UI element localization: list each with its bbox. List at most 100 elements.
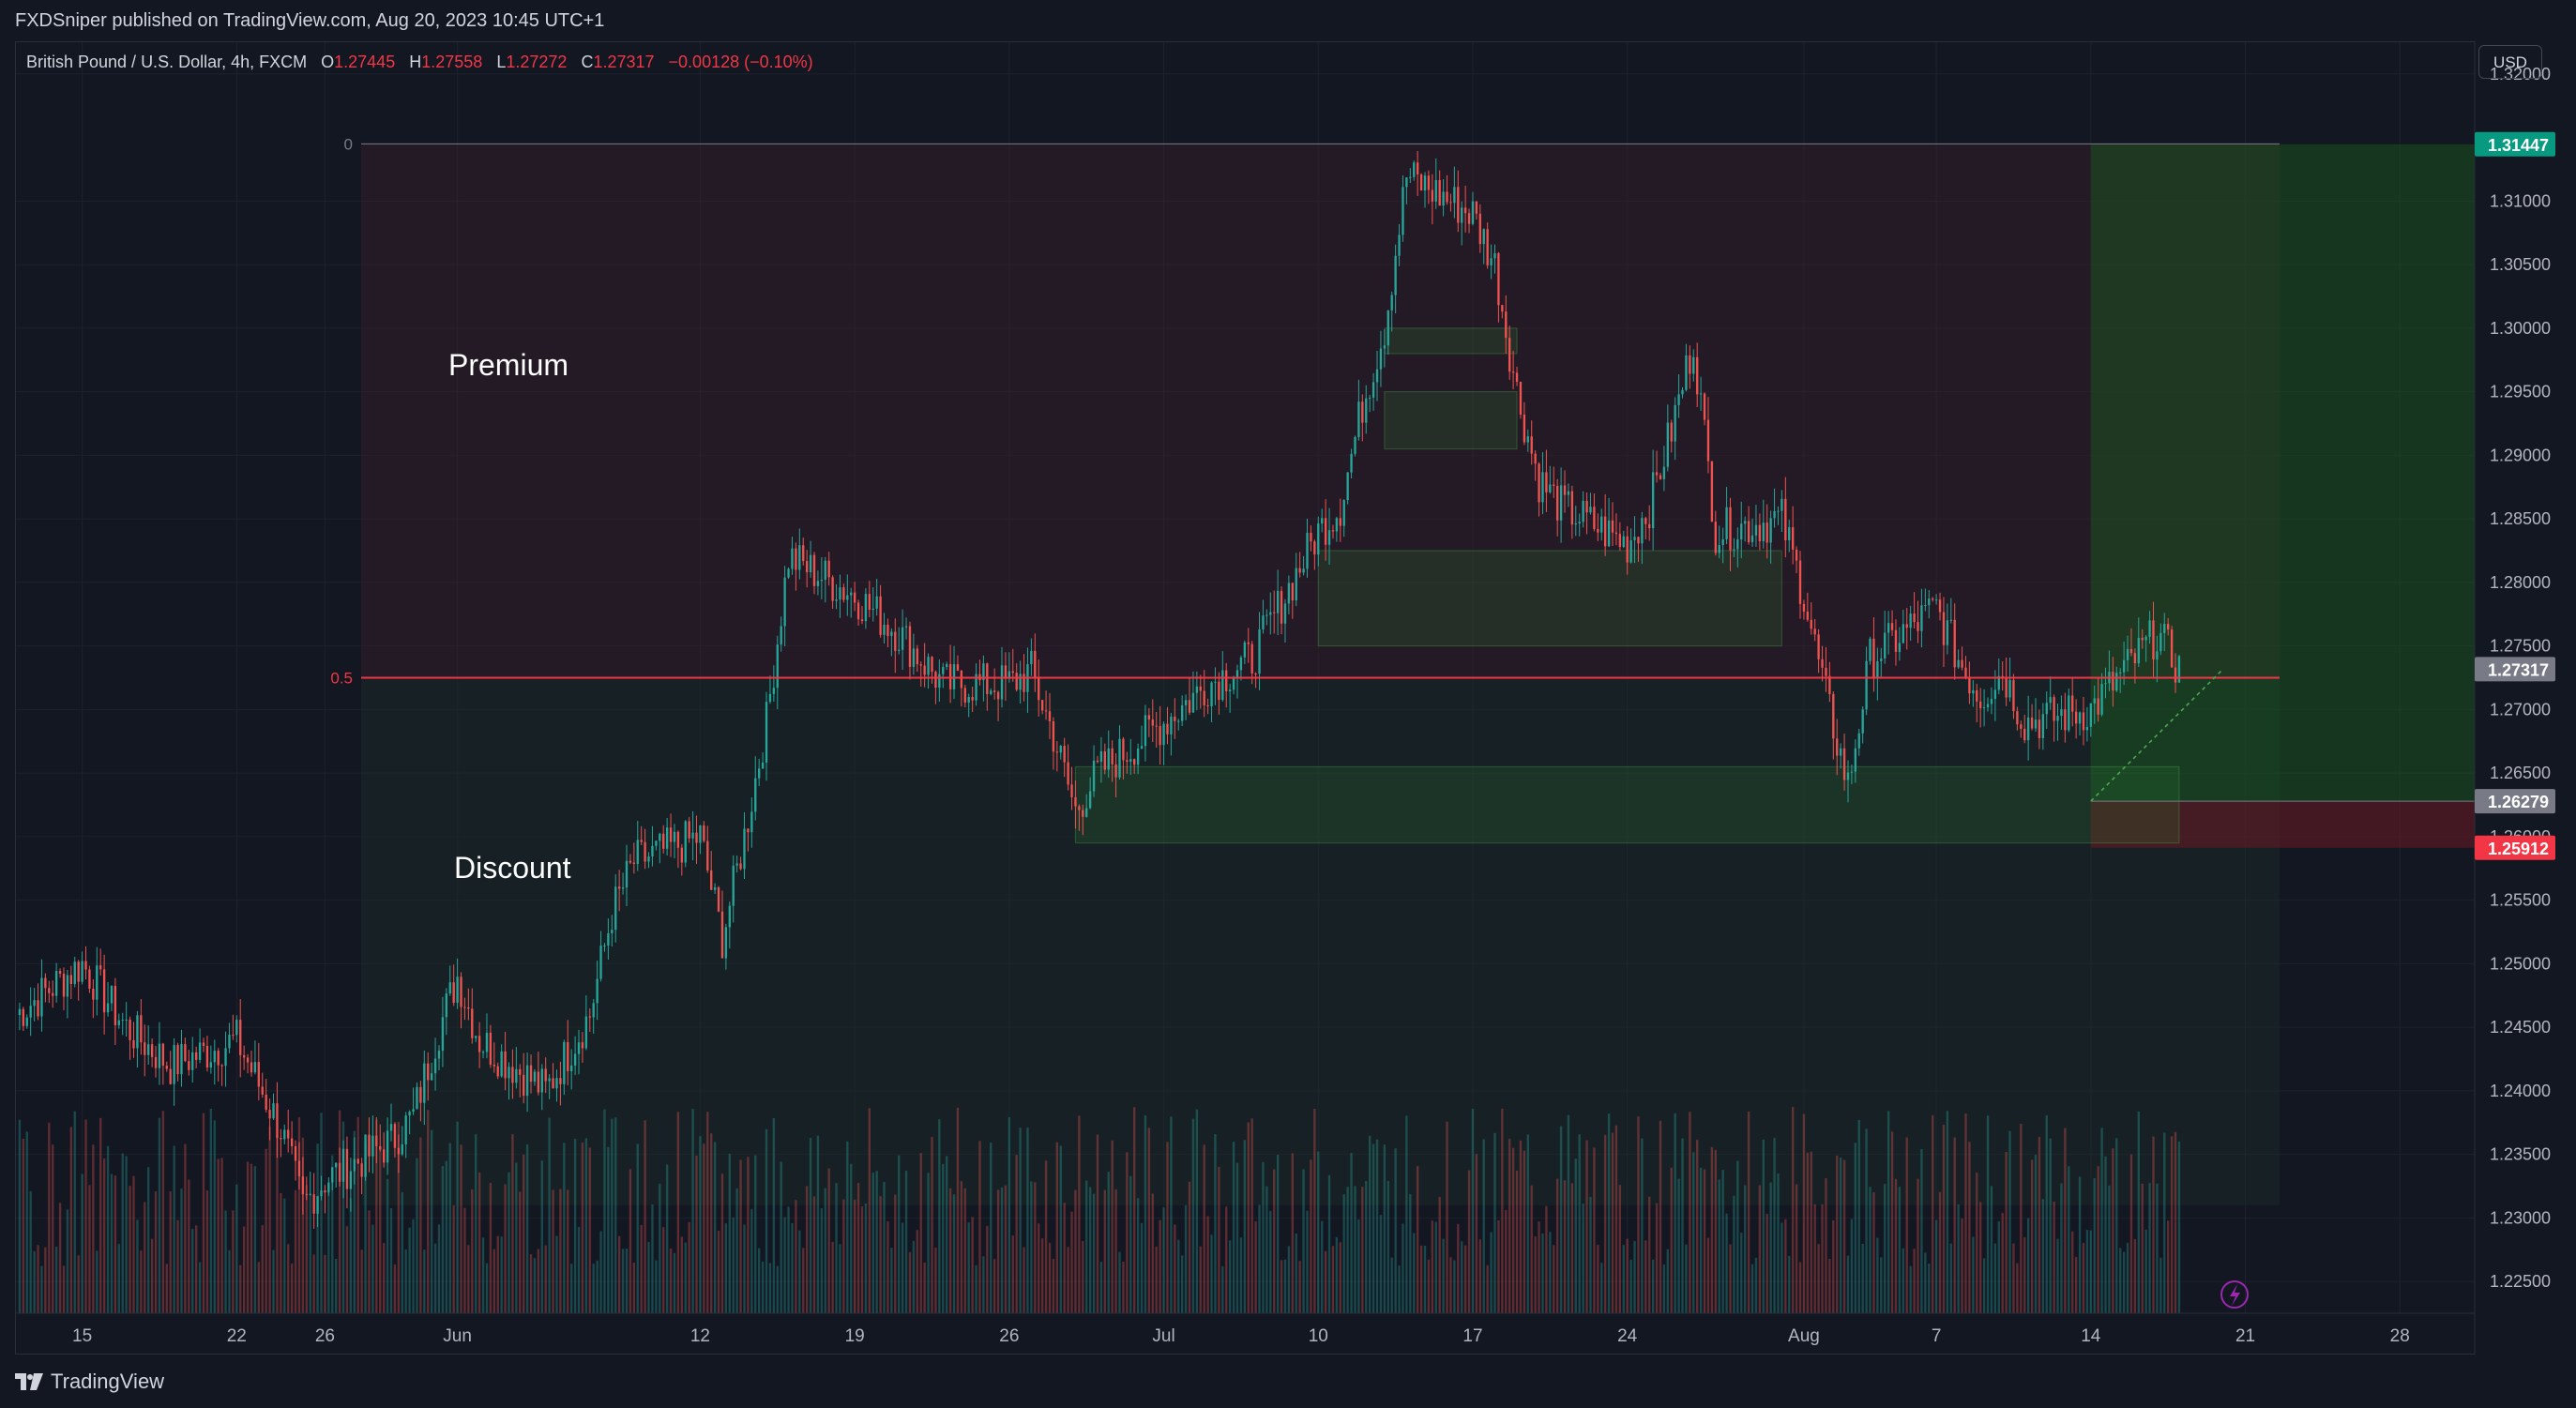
- candle-body: [1107, 748, 1110, 770]
- candle-body: [106, 1003, 110, 1013]
- volume-bar: [1339, 1242, 1341, 1313]
- volume-bar: [1553, 1245, 1555, 1313]
- candle-body: [1508, 338, 1511, 372]
- candle-body: [235, 1020, 238, 1036]
- tradingview-logo[interactable]: TradingView: [15, 1370, 164, 1394]
- volume-bar: [1659, 1120, 1662, 1313]
- volume-bar: [1026, 1128, 1029, 1313]
- volume-bar: [188, 1179, 190, 1313]
- candle-body: [1836, 738, 1839, 756]
- high-value: 1.27558: [421, 53, 483, 71]
- volume-bar: [1210, 1234, 1213, 1313]
- candle-body: [883, 625, 886, 635]
- volume-bar: [1825, 1178, 1827, 1313]
- candle-body: [1467, 213, 1471, 224]
- candle-body: [912, 648, 916, 667]
- volume-bar: [84, 1119, 87, 1313]
- volume-bar: [1614, 1125, 1618, 1313]
- volume-bar: [567, 1189, 569, 1313]
- candle-body: [1986, 704, 1990, 708]
- candle-body: [475, 1036, 477, 1038]
- candle-body: [1846, 772, 1850, 780]
- candle-body: [1607, 520, 1611, 547]
- candle-body: [2034, 719, 2038, 729]
- volume-bar: [73, 1111, 76, 1313]
- candle-body: [1740, 523, 1743, 540]
- candle-body: [732, 865, 735, 906]
- close-value: 1.27317: [593, 53, 655, 71]
- candle-body: [529, 1065, 533, 1082]
- volume-bar: [1902, 1248, 1904, 1313]
- volume-bar: [1865, 1128, 1868, 1313]
- candle-body: [1019, 674, 1022, 690]
- volume-bar: [703, 1143, 705, 1313]
- candle-body: [772, 688, 776, 694]
- candle-body: [901, 627, 904, 650]
- candle-body: [492, 1064, 495, 1067]
- candle-body: [1402, 187, 1404, 235]
- candle-body: [1957, 659, 1960, 668]
- candle-body: [850, 592, 853, 596]
- candle-body: [927, 657, 930, 675]
- candle-body: [1880, 658, 1883, 661]
- volume-bar: [1515, 1170, 1519, 1313]
- volume-bar: [1880, 1257, 1883, 1313]
- time-tick: 26: [999, 1326, 1019, 1346]
- candle-body: [1828, 675, 1831, 694]
- volume-bar: [931, 1137, 933, 1313]
- candle-body: [312, 1194, 315, 1214]
- lightning-icon[interactable]: [2220, 1280, 2249, 1309]
- volume-bar: [1574, 1158, 1577, 1313]
- volume-bar: [555, 1235, 558, 1313]
- candle-body: [1784, 498, 1787, 540]
- candle-body: [636, 840, 639, 864]
- candle-body: [1626, 536, 1629, 563]
- volume-bar: [1317, 1151, 1320, 1313]
- candle-body: [1637, 537, 1640, 544]
- candle-body: [1155, 725, 1158, 727]
- candle-body: [2089, 703, 2092, 727]
- candle-body: [1339, 518, 1341, 526]
- fvg-box: [1384, 327, 1518, 355]
- candle-body: [1371, 382, 1375, 398]
- volume-bar: [644, 1120, 646, 1313]
- volume-bar: [246, 1161, 250, 1313]
- volume-bar: [559, 1188, 562, 1313]
- price-tick: 1.26500: [2490, 764, 2551, 782]
- volume-bar: [1129, 1175, 1132, 1313]
- volume-bar: [1155, 1246, 1158, 1313]
- volume-bar: [1239, 1237, 1243, 1313]
- volume-bar: [772, 1118, 776, 1313]
- currency-button[interactable]: USD: [2478, 45, 2542, 79]
- price-axis[interactable]: 1.320001.310001.305001.300001.295001.290…: [2474, 41, 2576, 1355]
- time-axis[interactable]: 15 22 26 Jun 12 19 26 Jul 10 17 24 Aug 7 14 21 28: [16, 1312, 2475, 1346]
- volume-bar: [250, 1163, 253, 1313]
- publish-info: FXDSniper published on TradingView.com, …: [15, 10, 605, 31]
- volume-bar: [1368, 1135, 1371, 1313]
- candle-body: [1611, 520, 1614, 533]
- volume-bar: [81, 1173, 83, 1313]
- zones: [361, 144, 2475, 1205]
- candle-body: [1386, 310, 1389, 346]
- candle-body: [320, 1190, 323, 1197]
- candle-body: [209, 1062, 213, 1067]
- volume-bar: [1371, 1143, 1375, 1313]
- candle-body: [1419, 174, 1423, 191]
- volume-bar: [820, 1208, 824, 1313]
- fvg-box: [1074, 765, 2180, 844]
- candle-body: [1342, 500, 1345, 526]
- volume-bar: [996, 1189, 1000, 1313]
- volume-bar: [1074, 1189, 1077, 1313]
- candle-body: [1887, 623, 1890, 633]
- volume-bar: [1648, 1196, 1651, 1313]
- volume-bar: [1637, 1116, 1640, 1313]
- volume-bar: [699, 1136, 702, 1313]
- volume-bar: [2056, 1238, 2059, 1313]
- candle-body: [1839, 748, 1842, 756]
- candle-body: [1059, 746, 1062, 753]
- volume-bar: [1283, 1259, 1287, 1313]
- candle-body: [1538, 463, 1540, 503]
- volume-bar: [1118, 1251, 1121, 1313]
- candle-body: [1214, 681, 1217, 683]
